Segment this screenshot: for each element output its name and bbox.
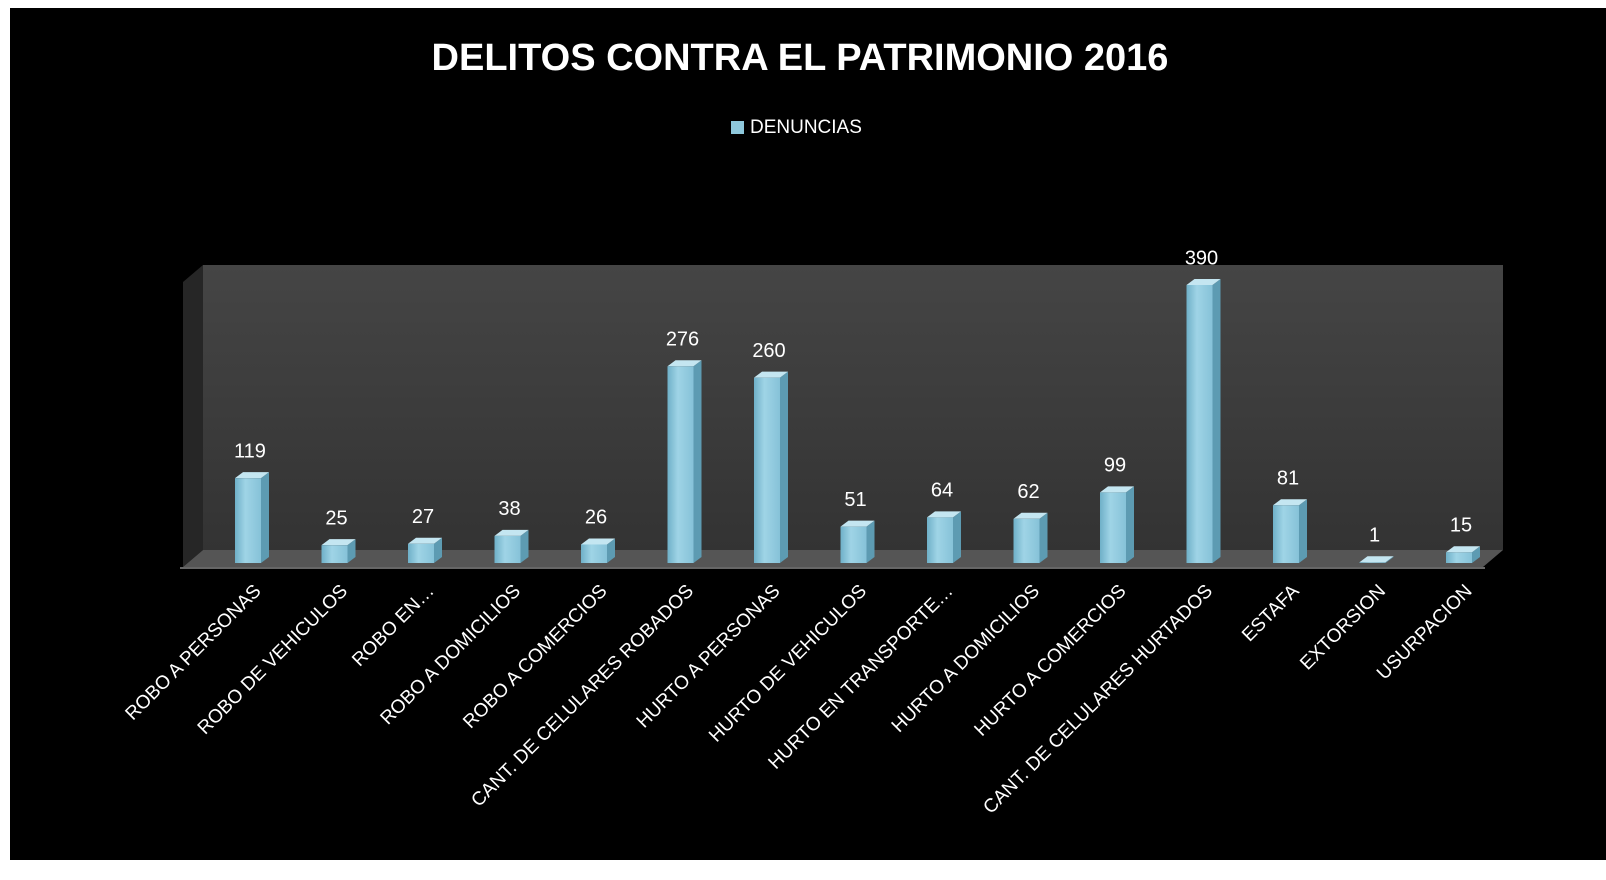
bar-side: [1385, 556, 1394, 563]
bar-side: [1299, 499, 1307, 563]
bar: [754, 377, 780, 563]
bar-group: [321, 539, 356, 563]
bar: [1100, 492, 1126, 563]
bar-top: [667, 360, 702, 367]
data-label: 99: [1104, 455, 1126, 477]
bar-top: [1359, 556, 1394, 563]
bar-group: [581, 538, 615, 563]
bar-top: [321, 539, 356, 546]
data-label: 38: [498, 498, 520, 520]
bar-top: [1273, 499, 1307, 506]
bar-group: [840, 520, 875, 563]
bar-top: [235, 472, 269, 479]
bar-top: [1446, 546, 1480, 553]
bar-top: [927, 511, 961, 518]
data-label: 27: [412, 506, 434, 528]
data-label: 51: [844, 489, 866, 511]
data-label: 260: [752, 340, 785, 362]
bar-group: [1100, 486, 1134, 563]
bar-top: [494, 529, 529, 536]
data-label: 25: [325, 507, 347, 529]
bar-side: [780, 371, 788, 563]
bar-side: [1212, 279, 1221, 563]
bar: [408, 543, 434, 563]
bar-side: [866, 520, 875, 563]
bar-side: [1472, 546, 1480, 563]
data-label: 1: [1369, 525, 1380, 547]
bar-top: [840, 520, 875, 527]
bar-group: [927, 511, 961, 563]
data-label: 62: [1017, 481, 1039, 503]
bar: [1273, 505, 1299, 563]
bar-top: [1186, 279, 1221, 285]
bar: [494, 535, 521, 563]
legend-swatch: [731, 121, 744, 134]
bar-group: [1273, 499, 1307, 563]
bar-top: [581, 538, 615, 545]
bar: [667, 366, 694, 563]
bar: [321, 545, 348, 563]
back-wall: [203, 265, 1503, 550]
bar-group: [1446, 546, 1480, 563]
chart-title: DELITOS CONTRA EL PATRIMONIO 2016: [432, 37, 1169, 79]
bar-group: [667, 360, 702, 563]
bar-group: [235, 472, 269, 563]
data-label: 119: [234, 440, 266, 462]
bar-top: [1100, 486, 1134, 493]
legend-label: DENUNCIAS: [750, 117, 862, 138]
data-label: 81: [1277, 468, 1299, 490]
bar: [1186, 285, 1213, 563]
bar-group: [408, 537, 442, 563]
data-label: 390: [1185, 247, 1218, 269]
data-label: 64: [931, 480, 953, 502]
bar-top: [754, 371, 788, 378]
bar-side: [261, 472, 269, 563]
bar: [1359, 562, 1386, 563]
data-label: 26: [585, 507, 607, 529]
bar-group: [494, 529, 529, 563]
bar-top: [408, 537, 442, 544]
bar: [581, 544, 607, 563]
bar-side: [1039, 512, 1048, 563]
bar-group: [1013, 512, 1048, 563]
bar-group: [754, 371, 788, 563]
bar-side: [347, 539, 356, 563]
side-wall: [183, 265, 203, 567]
bar: [927, 517, 953, 563]
bar-side: [1126, 486, 1134, 563]
bar: [235, 478, 261, 563]
bar-group: [1186, 279, 1221, 563]
bar: [840, 526, 867, 563]
bar-side: [520, 529, 529, 563]
bar-side: [693, 360, 702, 563]
bar-side: [607, 538, 615, 563]
bar-top: [1013, 512, 1048, 519]
bar-side: [434, 537, 442, 563]
bar-group: [1359, 556, 1394, 563]
legend: DENUNCIAS: [731, 117, 862, 138]
data-label: 15: [1450, 515, 1472, 537]
bar: [1446, 552, 1472, 563]
bar-side: [953, 511, 961, 563]
bar: [1013, 518, 1040, 563]
data-label: 276: [666, 329, 699, 351]
